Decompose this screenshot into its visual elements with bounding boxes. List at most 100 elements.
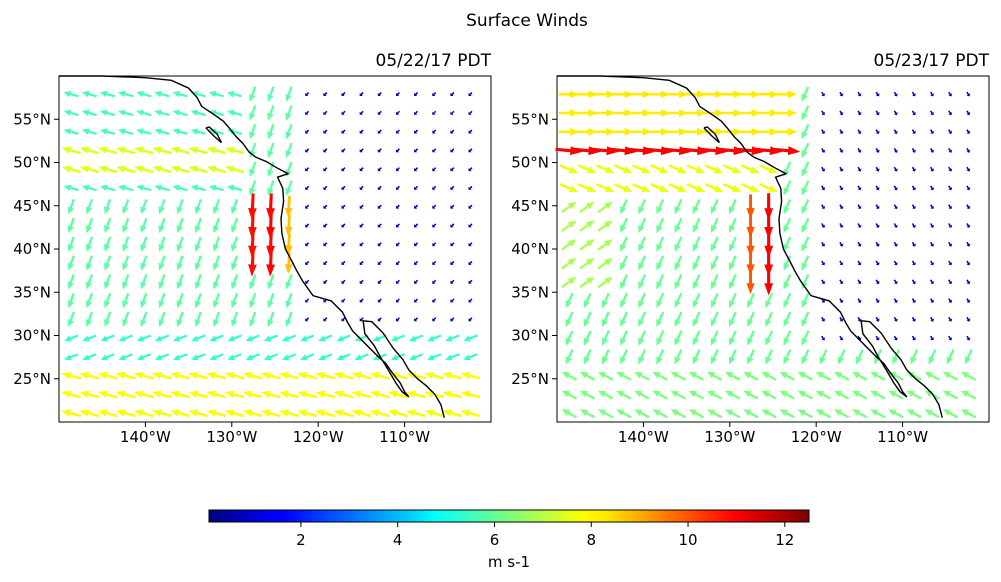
wind-arrow [279, 409, 299, 418]
wind-arrow [857, 335, 862, 341]
wind-arrow [450, 279, 455, 284]
x-axis-0523: 140°W 130°W 120°W 110°W [618, 422, 928, 446]
wind-arrow [893, 148, 898, 153]
wind-arrow [686, 164, 706, 174]
wind-arrow [463, 334, 478, 342]
wind-arrow [136, 90, 152, 98]
wind-arrow [396, 298, 400, 303]
wind-arrow [729, 217, 737, 234]
wind-arrow [759, 164, 778, 174]
wind-arrow [285, 180, 293, 196]
wind-arrow [729, 274, 737, 290]
wind-arrow [821, 279, 826, 285]
wind-arrow [966, 335, 971, 341]
wind-arrow [960, 409, 977, 419]
wind-arrow [930, 279, 934, 285]
wind-arrow [115, 409, 136, 418]
x-tick-label: 140°W [618, 428, 669, 446]
wind-arrow [231, 236, 239, 252]
wind-arrow [172, 128, 188, 135]
wind-arrow [450, 129, 455, 134]
wind-arrow [318, 353, 333, 361]
wind-arrow [638, 217, 647, 234]
wind-arrow [930, 148, 934, 153]
wind-arrow [266, 193, 275, 221]
wind-arrow [388, 390, 408, 399]
wind-arrow [776, 109, 798, 117]
wind-arrow [710, 274, 719, 290]
wind-arrow [892, 349, 901, 365]
wind-arrow [341, 204, 346, 209]
wind-arrow [893, 316, 898, 322]
wind-arrow [559, 164, 579, 174]
wind-arrow [674, 217, 683, 234]
wind-arrow [821, 335, 826, 341]
wind-arrow [839, 185, 844, 191]
wind-arrow [122, 292, 130, 309]
wind-arrow [765, 330, 774, 346]
wind-arrow [279, 390, 299, 399]
wind-arrow [305, 204, 310, 209]
wind-arrow [667, 109, 689, 117]
wind-arrow [194, 311, 202, 327]
wind-arrow [115, 372, 136, 380]
wind-arrow [390, 334, 405, 342]
wind-arrow [966, 148, 971, 153]
wind-arrow [821, 260, 826, 266]
wind-arrow [242, 409, 263, 418]
wind-arrow [558, 90, 580, 98]
wind-arrow [783, 349, 792, 365]
wind-arrow [242, 372, 263, 380]
wind-arrow [191, 334, 206, 342]
wind-arrow [212, 274, 220, 290]
wind-arrow [857, 204, 862, 209]
wind-arrow [408, 353, 424, 361]
wind-arrow [154, 128, 170, 135]
wind-arrow [140, 199, 148, 215]
wind-arrow [79, 409, 100, 418]
wind-arrow [190, 184, 206, 192]
wind-arrow [158, 217, 166, 234]
wind-arrow [747, 349, 755, 365]
wind-arrow [118, 334, 133, 342]
wind-arrow [857, 129, 862, 134]
wind-arrow [432, 148, 437, 153]
wind-arrow [468, 167, 473, 172]
wind-arrow [209, 334, 224, 342]
x-tick-label: 120°W [293, 428, 344, 446]
wind-arrow [685, 128, 707, 136]
wind-arrow [722, 90, 743, 98]
wind-arrow [116, 165, 136, 174]
wind-arrow [305, 317, 310, 322]
wind-arrow [100, 90, 116, 98]
wind-arrow [212, 292, 220, 309]
wind-arrow [305, 148, 310, 153]
wind-arrow [450, 148, 455, 153]
wind-arrow [966, 185, 971, 191]
wind-arrow [136, 353, 151, 361]
wind-arrow [140, 292, 148, 309]
wind-arrow [656, 274, 665, 290]
wind-arrow [561, 409, 577, 419]
wind-arrow [468, 260, 473, 265]
wind-arrow [801, 330, 810, 346]
wind-arrow [801, 142, 810, 158]
wind-arrow [249, 292, 257, 309]
wind-arrow [710, 330, 719, 346]
wind-arrow [468, 185, 473, 190]
wind-arrow [414, 298, 419, 303]
wind-arrow [870, 409, 886, 419]
wind-arrow [747, 330, 755, 346]
wind-arrow [591, 146, 619, 156]
x-tick-label: 120°W [791, 428, 842, 446]
wind-arrow [821, 91, 826, 97]
wind-arrow [242, 390, 263, 399]
wind-arrow [893, 298, 898, 303]
wind-arrow [377, 148, 382, 153]
wind-arrow [85, 274, 93, 290]
wind-arrow [414, 260, 419, 265]
wind-arrow [656, 311, 665, 327]
wind-arrow [300, 334, 315, 342]
wind-arrow [911, 166, 916, 172]
wind-arrow [634, 371, 650, 381]
